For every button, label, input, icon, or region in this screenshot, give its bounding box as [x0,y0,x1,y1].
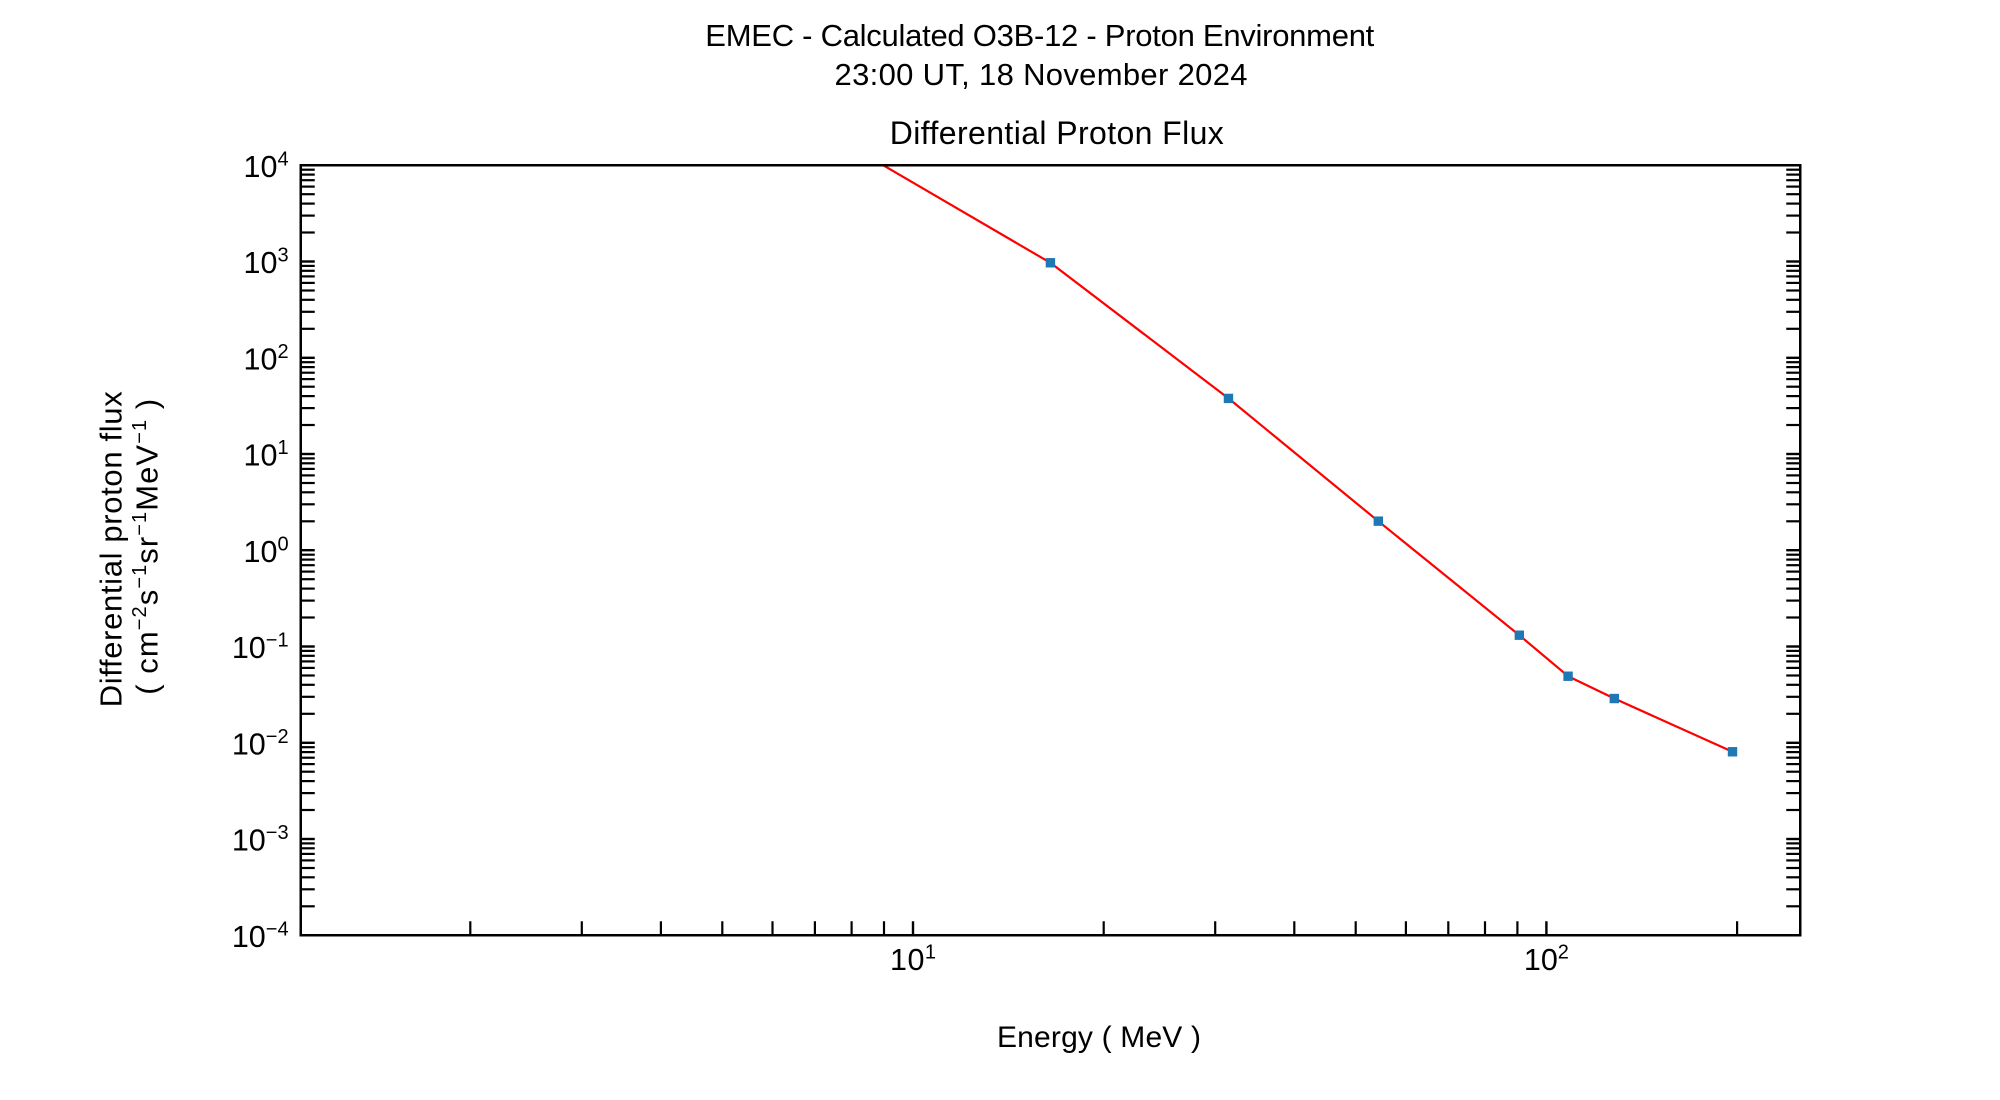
svg-text:Differential Proton Flux: Differential Proton Flux [890,115,1224,151]
svg-text:10−1: 10−1 [232,630,289,666]
svg-text:10−4: 10−4 [232,918,289,954]
svg-text:( cm−2s−1sr−1MeV−1 ): ( cm−2s−1sr−1MeV−1 ) [129,399,165,695]
svg-text:23:00 UT, 18 November 2024: 23:00 UT, 18 November 2024 [835,57,1248,92]
svg-text:Energy ( MeV ): Energy ( MeV ) [997,1021,1201,1054]
svg-text:Differential proton flux: Differential proton flux [94,391,129,708]
svg-text:EMEC - Calculated O3B-12 - Pro: EMEC - Calculated O3B-12 - Proton Enviro… [705,18,1374,53]
svg-text:101: 101 [890,941,936,977]
